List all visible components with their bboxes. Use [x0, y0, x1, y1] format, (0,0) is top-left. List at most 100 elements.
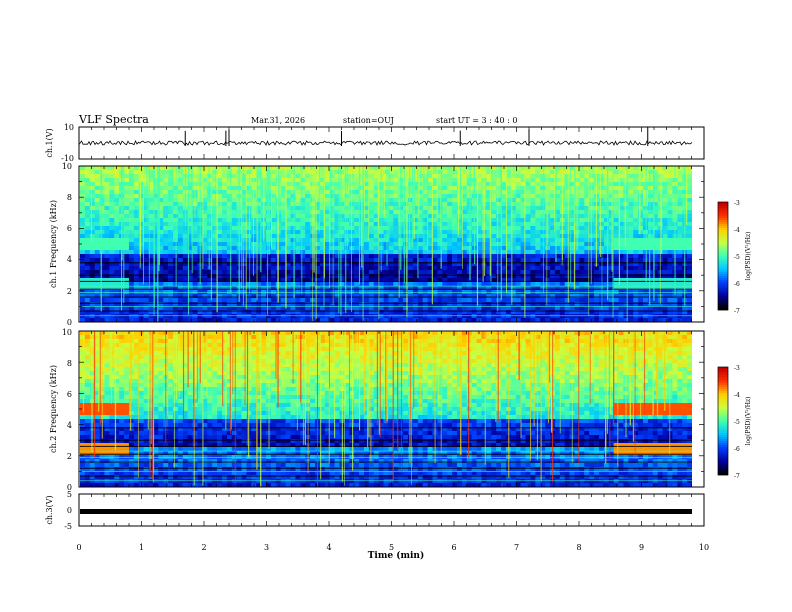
spectrogram-cell — [217, 234, 223, 239]
spectrogram-cell — [432, 310, 438, 315]
spectrogram-cell — [168, 222, 174, 227]
spectrogram-cell — [329, 170, 335, 175]
spectrogram-cell — [94, 306, 100, 311]
spectrogram-cell — [584, 214, 590, 219]
spectrogram-cell — [422, 222, 428, 227]
spectrogram-cell — [138, 302, 144, 307]
spectrogram-cell — [447, 238, 453, 243]
spectrogram-cell — [437, 258, 443, 263]
spectrogram-cell — [163, 190, 169, 195]
spectrogram-cell — [569, 238, 575, 243]
spectrogram-cell — [212, 186, 218, 191]
spectrogram-cell — [623, 242, 629, 247]
spectrogram-cell — [486, 186, 492, 191]
spectrogram-cell — [339, 254, 345, 259]
spectrogram-cell — [128, 202, 135, 207]
spectrogram-cell — [515, 214, 521, 219]
spectrogram-cell — [153, 198, 159, 203]
spectrogram-cell — [80, 274, 86, 279]
spectrogram-cell — [163, 174, 169, 179]
spectrogram-cell — [412, 198, 419, 203]
spectrogram-cell — [486, 246, 492, 251]
spectrogram-cell — [647, 174, 654, 179]
spectrogram-cell — [623, 294, 629, 299]
spectrogram-cell — [564, 222, 570, 227]
spectrogram-cell — [618, 170, 624, 175]
spectrogram-cell — [177, 254, 184, 259]
spectrogram-cell — [324, 286, 330, 291]
spectrogram-cell — [687, 262, 693, 267]
spectrogram-cell — [623, 190, 629, 195]
spectrogram-cell — [584, 254, 590, 259]
spectrogram-cell — [638, 246, 644, 251]
spectrogram-cell — [417, 294, 424, 299]
spectrogram-cell — [481, 298, 487, 303]
spectrogram-cell — [217, 214, 223, 219]
spectrogram-cell — [515, 178, 521, 183]
spectrogram-cell — [300, 186, 306, 191]
spectrogram-cell — [221, 206, 228, 211]
spectrogram-cell — [535, 306, 541, 311]
spectrogram-cell — [427, 318, 433, 323]
spectrogram-cell — [520, 294, 526, 299]
spectrogram-cell — [388, 166, 394, 171]
spectrogram-cell — [138, 286, 144, 291]
spectrogram-cell — [84, 258, 91, 263]
spectrogram-cell — [182, 310, 189, 315]
spectrogram-cell — [530, 234, 536, 239]
spectrogram-cell — [638, 254, 644, 259]
spectrogram-cell — [452, 166, 458, 171]
spectrogram-cell — [647, 202, 654, 207]
spectrogram-cell — [496, 230, 502, 235]
spectrogram-cell — [447, 258, 453, 263]
spectrogram-cell — [221, 178, 228, 183]
spectrogram-cell — [207, 242, 213, 247]
spectrogram-cell — [603, 282, 610, 287]
spectrogram-cell — [104, 166, 110, 171]
spectrogram-cell — [554, 282, 561, 287]
spectrogram-cell — [618, 262, 624, 267]
spectrogram-cell — [207, 254, 213, 259]
spectrogram-cell — [202, 190, 208, 195]
spectrogram-cell — [559, 310, 566, 315]
spectrogram-cell — [505, 182, 512, 187]
spectrogram-cell — [486, 298, 492, 303]
spectrogram-cell — [114, 254, 120, 259]
spectrogram-cell — [662, 250, 668, 255]
spectrogram-cell — [584, 210, 590, 215]
spectrogram-cell — [393, 258, 399, 263]
spectrogram-cell — [89, 250, 95, 255]
spectrogram-cell — [256, 222, 262, 227]
spectrogram-cell — [349, 270, 355, 275]
spectrogram-cell — [452, 274, 458, 279]
spectrogram-cell — [437, 242, 443, 247]
spectrogram-cell — [212, 222, 218, 227]
spectrogram-cell — [270, 174, 277, 179]
spectrogram-cell — [251, 306, 257, 311]
spectrogram-cell — [554, 274, 561, 279]
spectrogram-cell — [280, 278, 286, 283]
spectrogram-cell — [173, 318, 179, 323]
spectrogram-cell — [618, 258, 624, 263]
spectrogram-cell — [182, 270, 189, 275]
spectrogram-cell — [124, 266, 130, 271]
spectrogram-cell — [226, 278, 233, 283]
spectrogram-cell — [564, 238, 570, 243]
spectrogram-cell — [202, 182, 208, 187]
spectrogram-cell — [217, 186, 223, 191]
spectrogram-cell — [226, 266, 233, 271]
spectrogram-cell — [525, 254, 531, 259]
spectrogram-cell — [217, 178, 223, 183]
spectrogram-cell — [569, 294, 575, 299]
spectrogram-cell — [324, 178, 330, 183]
spectrogram-cell — [638, 298, 644, 303]
spectrogram-cell — [427, 190, 433, 195]
spectrogram-cell — [437, 206, 443, 211]
spectrogram-cell — [349, 306, 355, 311]
spectrogram-cell — [501, 258, 507, 263]
spectrogram-cell — [177, 194, 184, 199]
spectrogram-cell — [324, 190, 330, 195]
spectrogram-cell — [329, 306, 335, 311]
spectrogram-cell — [515, 218, 521, 223]
spectrogram-cell — [84, 306, 91, 311]
